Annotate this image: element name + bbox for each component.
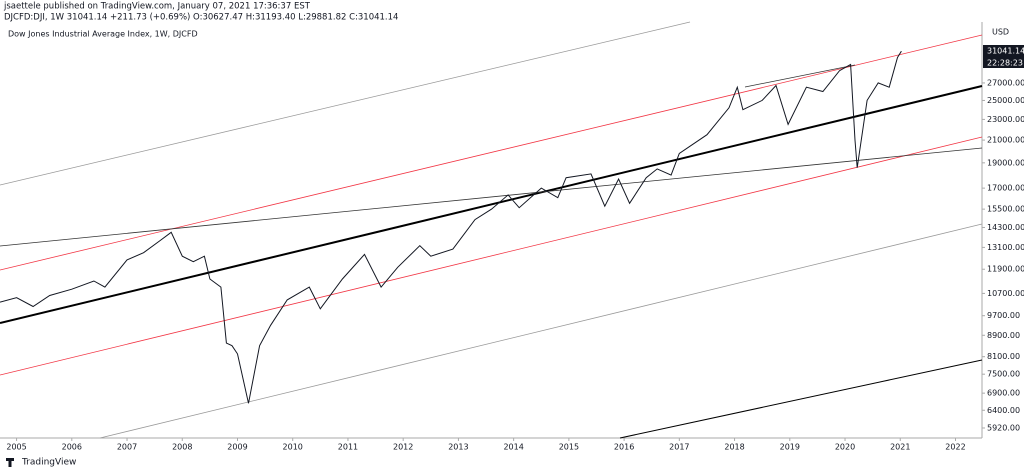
trendlines [0,21,983,439]
x-tick-label: 2010 [283,443,303,452]
chart-title: Dow Jones Industrial Average Index, 1W, … [8,30,198,39]
x-tick-label: 2008 [172,443,192,452]
price-tag [983,45,1024,57]
price-line [0,50,902,404]
outer-upper [0,21,691,186]
currency-label: USD [992,28,1009,37]
price-tag-label: 31041.14 [987,47,1024,56]
outer-bottom [619,359,983,439]
x-tick-label: 2007 [117,443,137,452]
y-tick-label: 11900.00 [987,265,1024,274]
channel-lower [0,136,983,376]
y-tick-label: 25000.00 [987,96,1024,105]
y-tick-label: 17000.00 [987,184,1024,193]
brand-logo [6,458,14,467]
symbol-line: DJCFD:DJI, 1W 31041.14 +211.73 (+0.69%) … [4,13,398,23]
y-tick-label: 14300.00 [987,223,1024,232]
y-tick-label: 15500.00 [987,205,1024,214]
x-tick-label: 2016 [614,443,634,452]
y-tick-label: 13100.00 [987,243,1024,252]
outer-lower [99,223,983,439]
y-tick-label: 8900.00 [987,331,1020,340]
x-tick-label: 2018 [724,443,744,452]
trendline [0,147,983,247]
y-tick-label: 10700.00 [987,289,1024,298]
x-tick-label: 2020 [835,443,855,452]
x-tick-label: 2005 [6,443,26,452]
y-tick-label: 21000.00 [987,136,1024,145]
y-tick-label: 19000.00 [987,158,1024,167]
y-tick-label: 8100.00 [987,352,1020,361]
x-tick-label: 2019 [780,443,800,452]
y-tick-label: 7500.00 [987,370,1020,379]
x-tick-label: 2006 [62,443,82,452]
x-tick-label: 2011 [338,443,358,452]
x-tick-label: 2012 [393,443,413,452]
countdown-label: 22:28:23 [987,59,1023,68]
x-tick-label: 2022 [945,443,965,452]
y-tick-label: 27000.00 [987,78,1024,87]
x-tick-label: 2021 [890,443,910,452]
channel-mid [0,85,983,324]
y-tick-label: 23000.00 [987,115,1024,124]
x-tick-label: 2009 [227,443,247,452]
x-tick-label: 2015 [559,443,579,452]
peak-line [744,64,856,88]
x-tick-label: 2014 [503,443,523,452]
y-tick-label: 6400.00 [987,406,1020,415]
y-tick-label: 5920.00 [987,423,1020,432]
footer-brand: TradingView [21,458,76,468]
publisher-line: jsaettele published on TradingView.com, … [3,2,311,12]
channel-upper [0,34,983,271]
y-tick-label: 6900.00 [987,389,1020,398]
countdown-tag [983,57,1024,68]
x-tick-label: 2013 [448,443,468,452]
y-tick-label: 9700.00 [987,311,1020,320]
x-tick-label: 2017 [669,443,689,452]
